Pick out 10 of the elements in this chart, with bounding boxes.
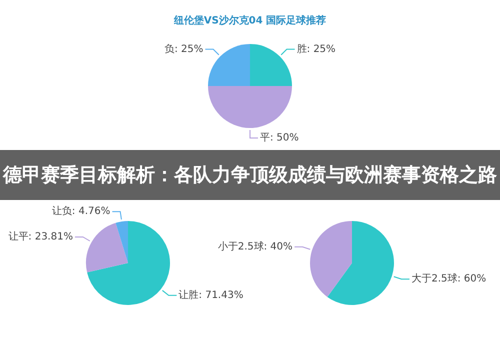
slice-label: 小于2.5球: 40% <box>218 240 293 253</box>
slice-label: 让负: 4.76% <box>52 205 110 218</box>
slice-label: 胜: 25% <box>296 42 336 55</box>
slice-label: 负: 25% <box>164 42 204 55</box>
chart-title: 纽伦堡VS沙尔克04 国际足球推荐 <box>172 14 326 27</box>
slice-label: 平: 50% <box>260 132 299 144</box>
text: 德甲赛季目标解析：各队力争顶级成绩与欧洲赛事资格之路 <box>0 150 500 200</box>
slice-label: 让平: 23.81% <box>8 230 73 243</box>
slice-label: 大于2.5球: 60% <box>411 272 486 285</box>
slice-label: 让胜: 71.43% <box>178 289 244 302</box>
